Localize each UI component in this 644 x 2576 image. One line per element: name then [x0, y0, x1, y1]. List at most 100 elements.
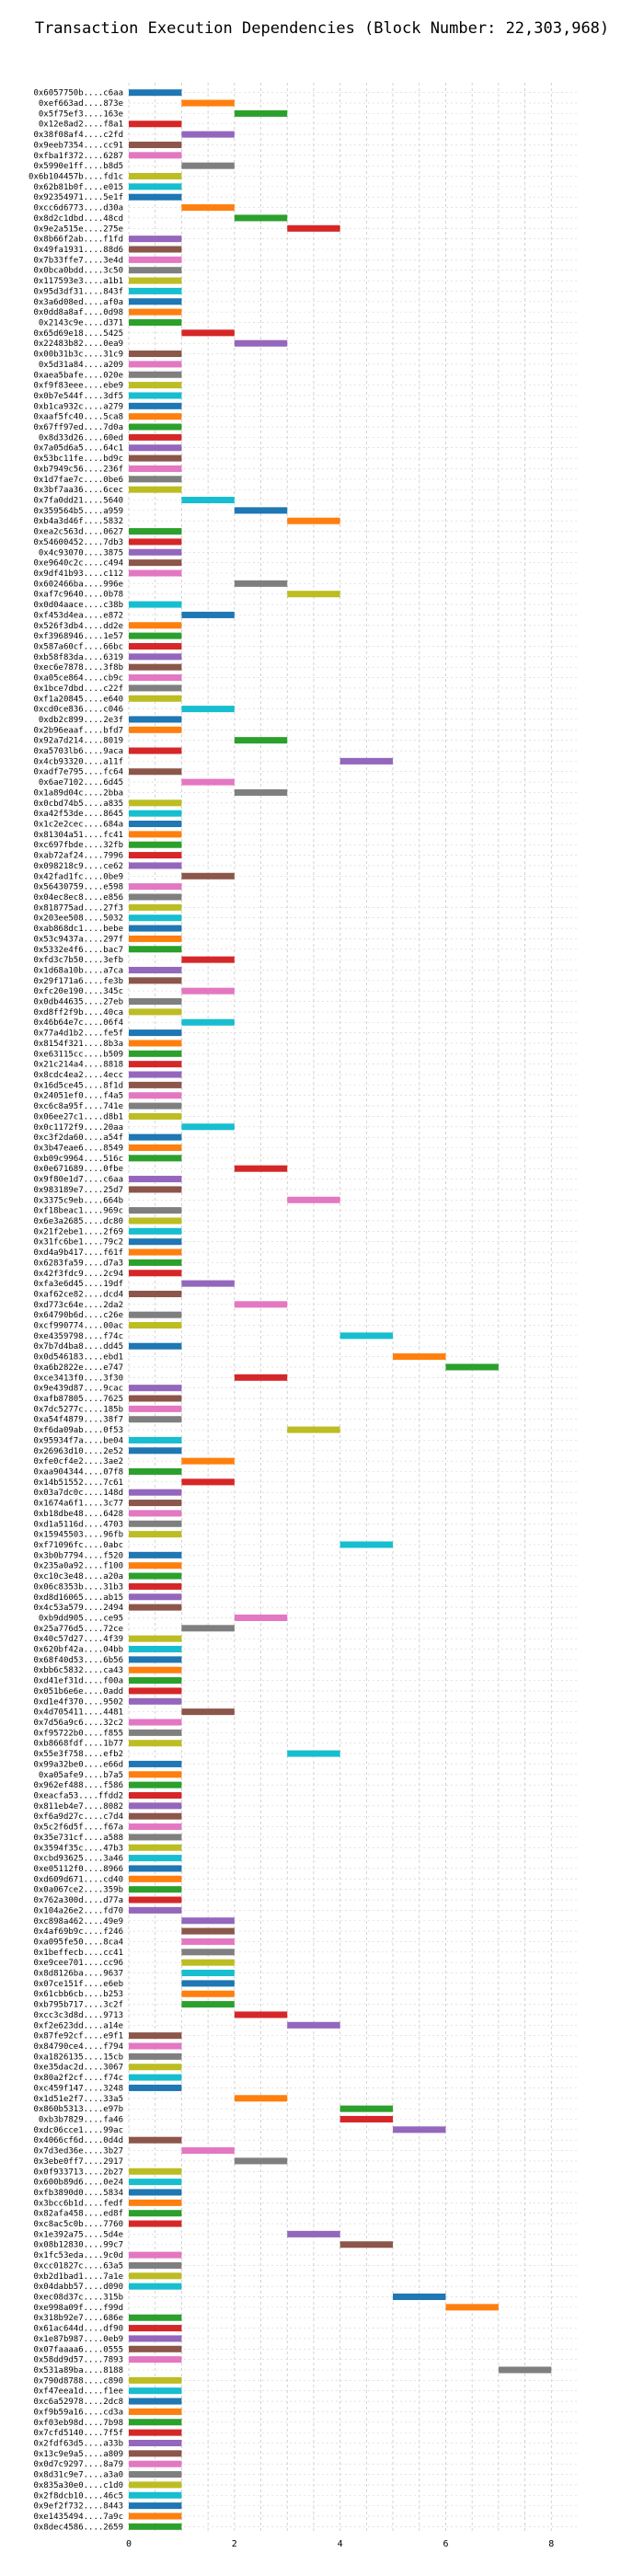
- tx-label: 0x8d2c1dbd....48cd: [33, 214, 123, 224]
- tx-label: 0x0bca0bdd....3c50: [33, 267, 123, 276]
- tx-label: 0xc6a52978....2dc8: [33, 2398, 123, 2407]
- tx-bar: [129, 903, 182, 911]
- tx-label: 0x811eb4e7....8082: [33, 1802, 123, 1811]
- tx-bar: [181, 162, 235, 169]
- tx-bar: [129, 726, 182, 733]
- tx-bar: [181, 1959, 235, 1966]
- tx-bar: [129, 1823, 182, 1831]
- tx-bar: [129, 2136, 182, 2144]
- tx-label: 0xf95722b0....f855: [33, 1729, 123, 1738]
- tx-bar: [129, 2261, 182, 2269]
- tx-bar: [129, 810, 182, 817]
- tx-label: 0xf9b59a16....cd3a: [33, 2408, 123, 2417]
- tx-label: 0x42fad1fc....0be9: [33, 872, 123, 881]
- tx-bar: [129, 1677, 182, 1685]
- bars: [129, 89, 552, 2530]
- tx-bar: [129, 2179, 182, 2186]
- tx-label: 0x06ee27c1....d8b1: [33, 1112, 123, 1121]
- tx-bar: [129, 799, 182, 807]
- tx-bar: [129, 1092, 182, 1099]
- tx-bar: [129, 852, 182, 859]
- tx-label: 0x1674a6f1....3c77: [33, 1500, 123, 1509]
- tx-label: 0x1bce7dbd....c22f: [33, 684, 123, 694]
- tx-bar: [129, 2074, 182, 2081]
- tx-label: 0xfc20e190....345c: [33, 987, 123, 996]
- tx-label: 0x6e3a2685....dc80: [33, 1217, 123, 1226]
- tx-label: 0x0d7c9297....8a79: [33, 2460, 123, 2469]
- tx-bar: [339, 1332, 394, 1340]
- tx-label: 0xcd0ce836....c046: [33, 706, 123, 715]
- tx-bar: [129, 308, 182, 316]
- tx-label: 0xb58f83da....6319: [33, 653, 123, 662]
- tx-bar: [129, 925, 182, 932]
- tx-bar: [129, 1844, 182, 1851]
- x-tick-label: 8: [548, 2539, 554, 2549]
- tx-bar: [129, 1395, 182, 1402]
- tx-bar: [129, 684, 182, 692]
- tx-label: 0xe9640c2c....c494: [33, 559, 123, 569]
- tx-bar: [129, 747, 182, 754]
- tx-label: 0x9ef2f732....8443: [33, 2502, 123, 2512]
- tx-bar: [129, 1385, 182, 1392]
- tx-bar: [181, 1938, 235, 1945]
- tx-bar: [129, 1562, 182, 1570]
- tx-bar: [129, 1729, 182, 1736]
- tx-label: 0x3ebe0ff7....2917: [33, 2157, 123, 2167]
- tx-label: 0x87fe92cf....e9f1: [33, 2032, 123, 2041]
- tx-label: 0xfba1f372....6287: [33, 152, 123, 161]
- tx-bar: [287, 1426, 340, 1433]
- tx-label: 0x1e87b987....0eb9: [33, 2335, 123, 2344]
- tx-label: 0x14b51552....7c61: [33, 1478, 123, 1488]
- tx-label: 0x0a067ce2....359b: [33, 1886, 123, 1895]
- tx-bar: [129, 2429, 182, 2436]
- tx-bar: [129, 1812, 182, 1820]
- tx-label: 0x6b104457b....fd1c: [29, 173, 123, 182]
- tx-bar: [129, 1875, 182, 1882]
- tx-label: 0x620bf42a....04bb: [33, 1646, 123, 1655]
- tx-label: 0x4c53a579....2494: [33, 1604, 123, 1613]
- tx-bar: [129, 1322, 182, 1329]
- tx-bar: [129, 2189, 182, 2196]
- tx-bar: [129, 601, 182, 608]
- tx-bar: [287, 517, 340, 524]
- tx-label: 0x67ff97ed....7d0a: [33, 423, 123, 432]
- tx-label: 0x8d33d26....60ed: [39, 433, 123, 443]
- tx-label: 0x26963d10....2e52: [33, 1447, 123, 1456]
- tx-label: 0x77a4d1b2....fe5f: [33, 1029, 123, 1039]
- tx-label: 0x12e8ad2....f8a1: [39, 121, 123, 130]
- tx-label: 0x7d3ed36e....3b27: [33, 2147, 123, 2156]
- tx-bar: [129, 2408, 182, 2415]
- tx-label: 0x04ec8ec8....e856: [33, 893, 123, 903]
- tx-label: 0x8d8126ba....9637: [33, 1970, 123, 1979]
- tx-label: 0x4d705411....4481: [33, 1708, 123, 1718]
- tx-bar: [181, 99, 235, 107]
- tx-bar: [129, 444, 182, 452]
- tx-bar: [129, 642, 182, 650]
- tx-label: 0xd609d671....cd40: [33, 1875, 123, 1884]
- tx-bar: [287, 591, 340, 598]
- tx-label: 0x42f3fdc9....2c94: [33, 1270, 123, 1279]
- tx-bar: [129, 1467, 182, 1476]
- tx-label: 0xb18dbe48....6428: [33, 1510, 123, 1519]
- tx-bar: [129, 433, 182, 441]
- tx-bar: [129, 2042, 182, 2050]
- x-tick-label: 6: [443, 2539, 448, 2549]
- tx-bar: [129, 653, 182, 661]
- tx-label: 0x95d3df31....843f: [33, 287, 123, 296]
- tx-label: 0x6057750b....c6aa: [33, 89, 123, 98]
- tx-bar: [129, 820, 182, 828]
- tx-bar: [129, 559, 182, 567]
- tx-bar: [129, 883, 182, 891]
- tx-bar: [129, 1697, 182, 1705]
- tx-label: 0x5990e1ff....b8d5: [33, 162, 123, 171]
- tx-bar: [181, 1708, 235, 1716]
- tx-bar: [287, 1196, 340, 1203]
- tx-label: 0xf9f83eee....ebe9: [33, 382, 123, 391]
- tx-bar: [234, 1165, 288, 1172]
- tx-label: 0x92354971....5e1f: [33, 193, 123, 202]
- tx-label: 0xf1a20845....e640: [33, 695, 123, 704]
- tx-label: 0x3b0b7794....f520: [33, 1551, 123, 1560]
- tx-label: 0x0c1172f9....20aa: [33, 1123, 123, 1133]
